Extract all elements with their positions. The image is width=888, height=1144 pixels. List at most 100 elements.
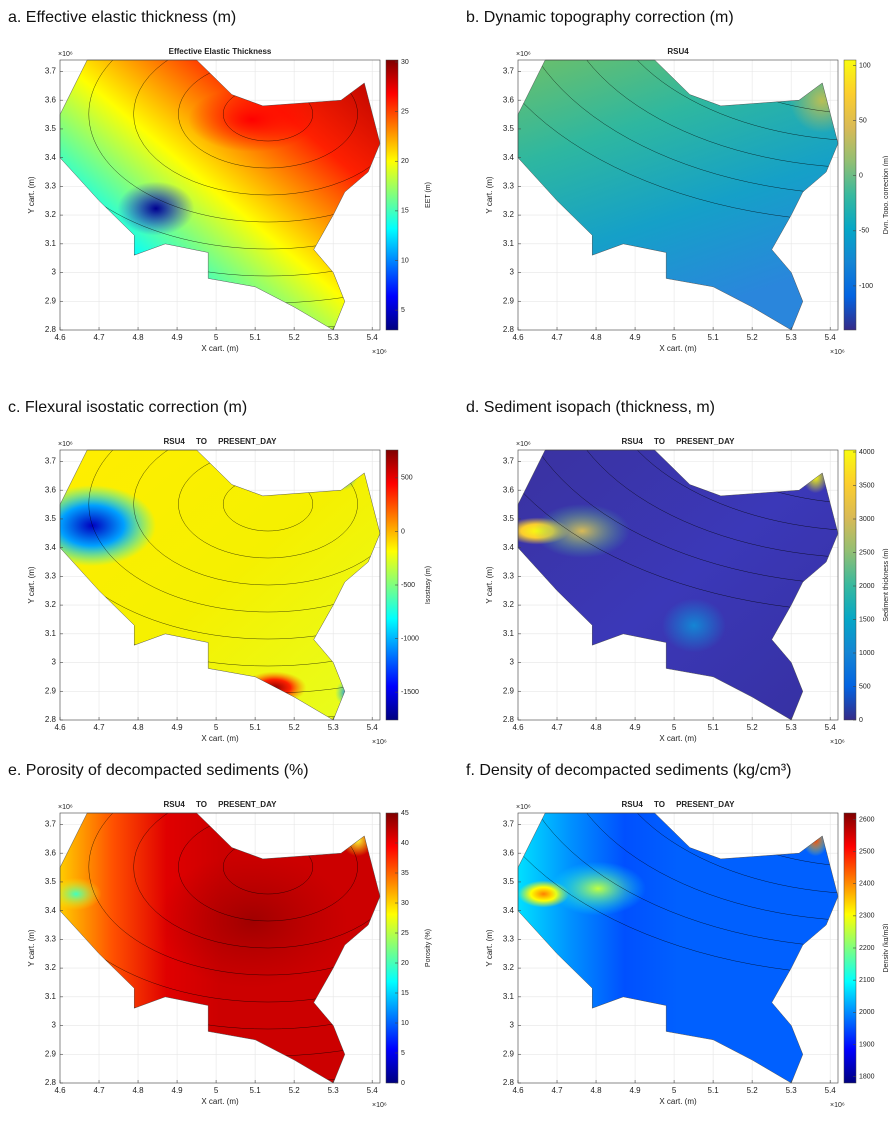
y-tick-label: 3.6 [503, 848, 515, 857]
field-blob [550, 861, 646, 916]
x-multiplier: ×10⁶ [830, 349, 845, 356]
y-tick-label: 3.5 [503, 877, 515, 886]
colorbar-tick-label: 2000 [859, 1009, 875, 1016]
x-tick-label: 5 [672, 723, 677, 732]
colorbar-tick-label: 3500 [859, 482, 875, 489]
colorbar-tick-label: 20 [401, 960, 409, 967]
axes-frame [59, 59, 381, 331]
x-axis-label: X cart. (m) [659, 344, 697, 353]
y-tick-label: 2.9 [503, 1049, 515, 1058]
axes-frame [59, 449, 381, 721]
contour-line [60, 813, 380, 1030]
y-tick-label: 3.7 [45, 457, 57, 466]
colorbar-label: Density (kg/m3) [883, 923, 888, 972]
x-tick-label: 4.7 [551, 333, 563, 342]
y-axis-label: Y cart. (m) [27, 566, 36, 604]
contour-line [133, 60, 380, 196]
x-tick-label: 5.4 [367, 1086, 379, 1095]
y-tick-label: 3.1 [503, 629, 515, 638]
colorbar-tick-label: 40 [401, 840, 409, 847]
y-tick-label: 3.1 [503, 992, 515, 1001]
colorbar-label: Porosity (%) [425, 929, 432, 967]
colorbar [385, 59, 399, 331]
x-tick-label: 4.7 [93, 723, 105, 732]
y-tick-label: 3.2 [45, 210, 57, 219]
y-multiplier: ×10⁶ [516, 441, 531, 448]
colorbar-tick-label: -1500 [401, 689, 419, 696]
y-tick-label: 3.7 [503, 457, 515, 466]
x-tick-label: 4.8 [132, 333, 144, 342]
x-tick-label: 4.9 [630, 723, 642, 732]
y-tick-label: 3.7 [45, 820, 57, 829]
axes-frame [517, 449, 839, 721]
colorbar-tick-label: 2500 [859, 549, 875, 556]
colorbar-tick-label: 1900 [859, 1041, 875, 1048]
outline [59, 812, 381, 1084]
x-tick-label: 5.2 [747, 723, 759, 732]
plot-title: RSU4 TO PRESENT_DAY [164, 800, 278, 809]
x-tick-label: 4.6 [512, 1086, 524, 1095]
contour-line [133, 450, 380, 586]
y-tick-label: 3.5 [45, 124, 57, 133]
panel: f. Density of decompacted sediments (kg/… [466, 762, 888, 1109]
y-tick-label: 3.5 [503, 124, 515, 133]
colorbar-tick-label: 30 [401, 59, 409, 66]
colorbar-tick-label: 2400 [859, 881, 875, 888]
colorbar-tick-label: 2000 [859, 583, 875, 590]
colorbar-tick-label: 10 [401, 1020, 409, 1027]
x-tick-label: 4.8 [132, 723, 144, 732]
x-axis-label: X cart. (m) [659, 734, 697, 743]
colorbar-label: Dyn. Topo. correction (m) [883, 156, 888, 234]
x-tick-label: 5.3 [786, 723, 798, 732]
panel: c. Flexural isostatic correction (m) 4.6 4… [8, 399, 432, 746]
colorbar-tick-label: -1000 [401, 635, 419, 642]
x-axis-label: X cart. (m) [659, 1097, 697, 1106]
colorbar [843, 449, 857, 721]
plot-title: RSU4 [667, 47, 689, 56]
y-tick-label: 3.6 [45, 848, 57, 857]
contour-line [735, 60, 838, 61]
colorbar-tick-label: 0 [401, 528, 405, 535]
contour-line [133, 813, 380, 949]
x-tick-label: 5.1 [708, 723, 720, 732]
x-tick-label: 5.3 [328, 333, 340, 342]
x-tick-label: 5 [214, 723, 219, 732]
colorbar-tick-label: -500 [401, 582, 415, 589]
x-tick-label: 5.2 [289, 333, 301, 342]
x-tick-label: 4.9 [172, 1086, 184, 1095]
colorbar-tick-label: 25 [401, 108, 409, 115]
colorbar-tick-label: 20 [401, 158, 409, 165]
x-tick-label: 4.7 [93, 1086, 105, 1095]
colorbar-tick-label: 2300 [859, 913, 875, 920]
panel-title: d. Sediment isopach (thickness, m) [466, 399, 715, 416]
y-tick-label: 3 [52, 658, 57, 667]
x-tick-label: 4.9 [172, 333, 184, 342]
x-tick-label: 5 [672, 1086, 677, 1095]
x-tick-label: 4.7 [93, 333, 105, 342]
y-multiplier: ×10⁶ [516, 804, 531, 811]
panel: d. Sediment isopach (thickness, m) 4.6 4.7… [466, 399, 888, 746]
x-axis-label: X cart. (m) [201, 1097, 239, 1106]
x-tick-label: 4.8 [132, 1086, 144, 1095]
colorbar-tick-label: 5 [401, 307, 405, 314]
colorbar-tick-label: 2100 [859, 977, 875, 984]
field-fill [518, 60, 838, 330]
colorbar-tick-label: 500 [401, 475, 413, 482]
x-tick-label: 5.1 [250, 333, 262, 342]
panel: a. Effective elastic thickness (m) 4.6 4.7… [8, 9, 432, 356]
y-axis-label: Y cart. (m) [27, 176, 36, 214]
x-tick-label: 4.8 [590, 333, 602, 342]
x-tick-label: 5.2 [289, 1086, 301, 1095]
y-tick-label: 3.5 [503, 514, 515, 523]
y-tick-label: 3.7 [503, 820, 515, 829]
plot-title: RSU4 TO PRESENT_DAY [622, 437, 736, 446]
contour-line [60, 450, 380, 640]
x-tick-label: 5.3 [786, 1086, 798, 1095]
x-tick-label: 5.1 [250, 1086, 262, 1095]
colorbar-tick-label: 10 [401, 257, 409, 264]
y-tick-label: 3.2 [503, 600, 515, 609]
contour-line [780, 0, 888, 33]
x-tick-label: 5.3 [786, 333, 798, 342]
x-tick-label: 5.2 [747, 1086, 759, 1095]
y-tick-label: 3.6 [45, 485, 57, 494]
